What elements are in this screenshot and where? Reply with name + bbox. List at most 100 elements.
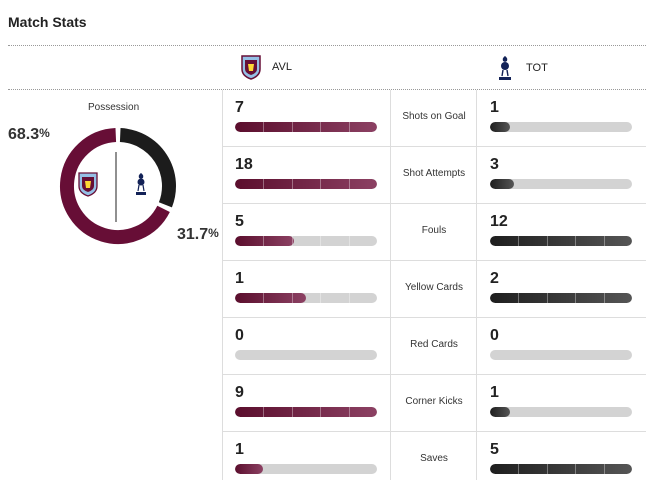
bar-segment bbox=[291, 236, 293, 246]
bar-segment bbox=[348, 293, 350, 303]
home-possession-unit: % bbox=[39, 126, 50, 140]
stat-label: Shots on Goal bbox=[402, 111, 466, 122]
tottenham-crest-icon bbox=[499, 56, 511, 80]
aston-villa-crest-icon bbox=[241, 55, 261, 80]
home-stat-bar bbox=[235, 350, 377, 360]
bar-segment bbox=[320, 122, 322, 132]
bar-segment bbox=[263, 407, 265, 417]
away-stat-bar-fill bbox=[490, 236, 632, 246]
bar-segment bbox=[263, 179, 265, 189]
away-stat-bar-fill bbox=[490, 464, 632, 474]
possession-label: Possession bbox=[88, 102, 140, 113]
away-possession-unit: % bbox=[208, 226, 219, 240]
away-stat-value: 1 bbox=[490, 99, 499, 116]
bar-segment bbox=[291, 293, 293, 303]
bar-segment bbox=[518, 236, 520, 246]
bar-segment bbox=[546, 293, 548, 303]
home-team-abbr: AVL bbox=[272, 61, 292, 73]
bar-segment bbox=[291, 122, 293, 132]
divider bbox=[8, 45, 646, 46]
away-stat-bar bbox=[490, 407, 632, 417]
stat-row: 7 Shots on Goal 1 bbox=[222, 90, 646, 147]
bar-segment bbox=[603, 236, 605, 246]
stat-row: 5 Fouls 12 bbox=[222, 204, 646, 261]
bar-segment bbox=[603, 293, 605, 303]
home-stat-bar-fill bbox=[235, 179, 377, 189]
bar-segment bbox=[263, 293, 265, 303]
home-stat-value: 1 bbox=[235, 270, 244, 287]
bar-segment bbox=[348, 407, 350, 417]
bar-segment bbox=[348, 236, 350, 246]
away-stat-bar-fill bbox=[490, 179, 514, 189]
away-team-abbr: TOT bbox=[526, 62, 548, 74]
home-possession: 68.3% bbox=[8, 126, 50, 144]
stat-label: Saves bbox=[420, 453, 448, 464]
tottenham-crest-icon bbox=[136, 173, 146, 195]
bar-segment bbox=[320, 407, 322, 417]
stat-row: 18 Shot Attempts 3 bbox=[222, 147, 646, 204]
bar-segment bbox=[263, 236, 265, 246]
home-possession-value: 68.3 bbox=[8, 126, 40, 143]
bar-segment bbox=[546, 464, 548, 474]
home-stat-bar bbox=[235, 293, 377, 303]
home-stat-bar-fill bbox=[235, 122, 377, 132]
bar-segment bbox=[348, 179, 350, 189]
home-stat-bar bbox=[235, 407, 377, 417]
home-stat-value: 9 bbox=[235, 384, 244, 401]
away-stat-bar-fill bbox=[490, 293, 632, 303]
bar-segment bbox=[575, 236, 577, 246]
home-stat-value: 1 bbox=[235, 441, 244, 458]
bar-segment bbox=[320, 236, 322, 246]
away-stat-bar bbox=[490, 122, 632, 132]
away-stat-value: 5 bbox=[490, 441, 499, 458]
bar-segment bbox=[603, 464, 605, 474]
bar-segment bbox=[348, 122, 350, 132]
stat-row: 9 Corner Kicks 1 bbox=[222, 375, 646, 432]
home-stat-bar-fill bbox=[235, 236, 295, 246]
away-stat-bar bbox=[490, 293, 632, 303]
away-stat-value: 0 bbox=[490, 327, 499, 344]
home-stat-value: 0 bbox=[235, 327, 244, 344]
home-stat-value: 5 bbox=[235, 213, 244, 230]
stat-label: Yellow Cards bbox=[405, 282, 463, 293]
away-stat-bar-fill bbox=[490, 407, 510, 417]
home-stat-value: 18 bbox=[235, 156, 253, 173]
home-stat-bar bbox=[235, 236, 377, 246]
bar-segment bbox=[518, 293, 520, 303]
stat-row: 1 Yellow Cards 2 bbox=[222, 261, 646, 318]
away-stat-value: 1 bbox=[490, 384, 499, 401]
home-team-header: AVL bbox=[240, 54, 292, 80]
stat-label: Fouls bbox=[421, 225, 447, 236]
bar-segment bbox=[320, 293, 322, 303]
home-stat-bar-fill bbox=[235, 407, 377, 417]
column-divider bbox=[390, 90, 391, 480]
bar-segment bbox=[546, 236, 548, 246]
bar-segment bbox=[291, 179, 293, 189]
column-divider bbox=[476, 90, 477, 480]
home-stat-bar bbox=[235, 179, 377, 189]
page-title: Match Stats bbox=[8, 14, 87, 30]
stats-table: 7 Shots on Goal 1 18 Shot Attempts 3 5 Fouls 12 1… bbox=[222, 90, 646, 488]
divider bbox=[8, 89, 646, 90]
home-stat-bar bbox=[235, 122, 377, 132]
stat-label: Shot Attempts bbox=[402, 168, 466, 179]
away-stat-bar bbox=[490, 179, 632, 189]
home-stat-bar-fill bbox=[235, 293, 306, 303]
bar-segment bbox=[263, 122, 265, 132]
stat-label: Red Cards bbox=[410, 339, 458, 350]
away-stat-bar bbox=[490, 464, 632, 474]
bar-segment bbox=[575, 293, 577, 303]
stat-label: Corner Kicks bbox=[405, 396, 463, 407]
away-stat-value: 12 bbox=[490, 213, 508, 230]
away-team-header: TOT bbox=[496, 54, 548, 82]
away-stat-bar-fill bbox=[490, 122, 511, 132]
away-possession-value: 31.7 bbox=[177, 226, 209, 243]
away-stat-value: 3 bbox=[490, 156, 499, 173]
aston-villa-crest-icon bbox=[78, 172, 98, 197]
possession-donut bbox=[60, 128, 176, 244]
away-stat-value: 2 bbox=[490, 270, 499, 287]
bar-segment bbox=[320, 179, 322, 189]
away-possession: 31.7% bbox=[177, 226, 219, 244]
home-stat-value: 7 bbox=[235, 99, 244, 116]
possession-away-arc bbox=[119, 128, 176, 208]
